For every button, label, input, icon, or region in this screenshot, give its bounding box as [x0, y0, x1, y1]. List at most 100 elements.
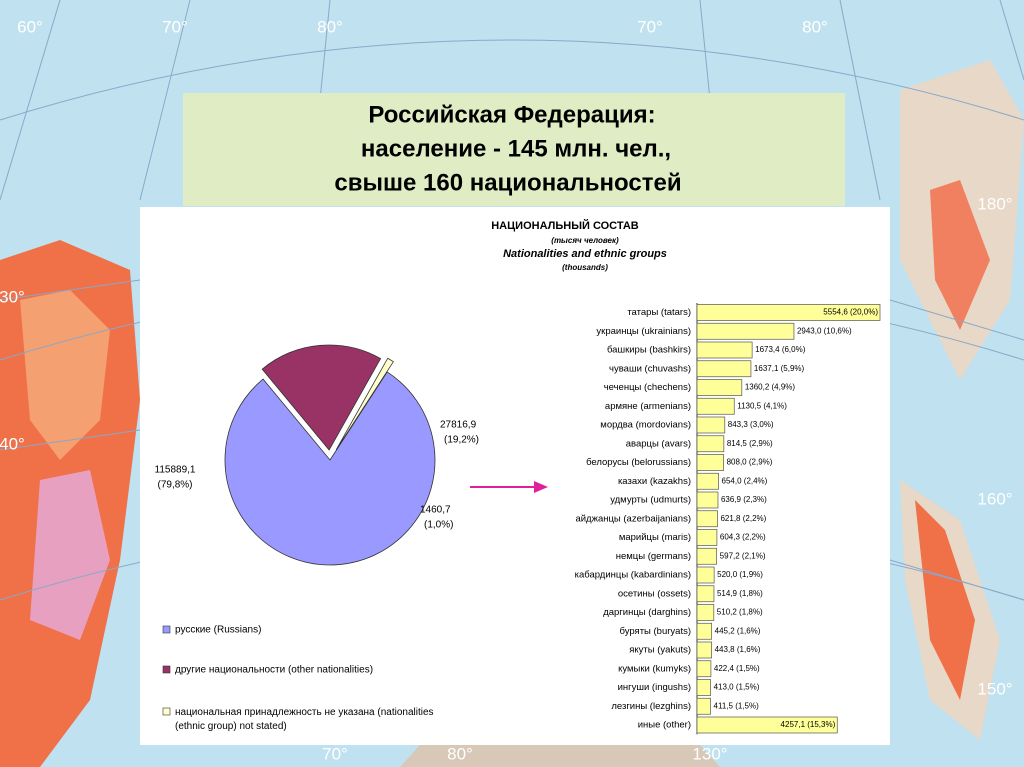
category-label: мордва (mordovians) — [600, 420, 691, 431]
map-label: 80° — [802, 17, 828, 36]
value-label: 1673,4 (6,0%) — [755, 345, 806, 354]
category-label: украинцы (ukrainians) — [596, 326, 691, 337]
value-label: 413,0 (1,5%) — [714, 683, 760, 692]
value-label: 654,0 (2,4%) — [722, 476, 768, 485]
category-label: ингуши (ingushs) — [618, 682, 691, 693]
value-label: 510,2 (1,8%) — [717, 608, 763, 617]
map-label: 60° — [17, 17, 43, 36]
bar — [696, 585, 715, 603]
category-label: буряты (buryats) — [620, 626, 692, 637]
value-label: 4257,1 (15,3%) — [781, 720, 836, 729]
category-label: осетины (ossets) — [618, 588, 691, 599]
legend-swatch — [162, 665, 171, 674]
category-label: чеченцы (chechens) — [604, 382, 691, 393]
slide-title: население - 145 млн. чел., — [361, 135, 671, 162]
chart-subtitle: (thousands) — [562, 263, 608, 272]
percent-label: (79,8%) — [157, 480, 192, 491]
value-label: 604,3 (2,2%) — [720, 533, 766, 542]
value-label: 27816,9 — [440, 420, 477, 431]
map-label: 160° — [977, 489, 1012, 508]
category-label: татары (tatars) — [627, 307, 691, 318]
bar — [696, 679, 711, 696]
bar — [696, 604, 715, 621]
bar — [696, 566, 715, 584]
value-label: 843,3 (3,0%) — [728, 420, 774, 429]
legend-label: национальная принадлежность не указана (… — [175, 707, 434, 732]
legend-swatch — [162, 707, 171, 716]
value-label: 814,5 (2,9%) — [727, 439, 773, 448]
chart-subtitle: Nationalities and ethnic groups — [503, 248, 667, 260]
arrow-head — [534, 481, 548, 493]
chart-title: НАЦИОНАЛЬНЫЙ СОСТАВ — [491, 219, 639, 232]
bar — [696, 322, 795, 340]
value-label: 445,2 (1,6%) — [715, 626, 761, 635]
title-box — [183, 93, 845, 206]
bar — [696, 529, 718, 546]
bar — [696, 641, 712, 659]
category-label: башкиры (bashkirs) — [607, 345, 691, 356]
pie-slice — [335, 357, 394, 450]
category-label: белорусы (belorussians) — [586, 457, 691, 468]
value-label: 514,9 (1,8%) — [717, 589, 763, 598]
category-label: казахи (kazakhs) — [618, 476, 691, 487]
bar — [696, 491, 719, 509]
value-label: 443,8 (1,6%) — [715, 645, 761, 654]
value-label: 1130,5 (4,1%) — [737, 401, 787, 410]
map-label: 80° — [447, 744, 473, 763]
value-label: 2943,0 (10,6%) — [797, 326, 852, 335]
bar — [696, 547, 718, 565]
category-label: чуваши (chuvashs) — [609, 363, 691, 374]
map-label: 30° — [0, 287, 25, 306]
bar — [696, 622, 713, 640]
pie-slice — [224, 371, 436, 566]
value-label: 808,0 (2,9%) — [727, 458, 773, 467]
percent-label: (19,2%) — [444, 435, 479, 446]
category-label: айджанцы (azerbaijanians) — [575, 513, 691, 524]
value-label: 1637,1 (5,9%) — [754, 364, 805, 373]
map-label: 180° — [977, 194, 1012, 213]
value-label: 1360,2 (4,9%) — [745, 383, 796, 392]
bar — [696, 472, 719, 490]
legend-swatch — [162, 625, 171, 634]
value-label: 422,4 (1,5%) — [714, 664, 760, 673]
bar — [696, 510, 718, 528]
bar — [696, 697, 711, 715]
category-label: аварцы (avars) — [626, 438, 691, 449]
bar — [696, 397, 735, 415]
category-label: иные (other) — [638, 720, 691, 731]
bar — [696, 660, 712, 678]
percent-label: (1,0%) — [424, 520, 453, 531]
bar — [696, 360, 752, 378]
slide-title: Российская Федерация: — [368, 101, 655, 128]
bar — [696, 716, 838, 734]
map-label: 80° — [317, 17, 343, 36]
bar — [696, 379, 743, 396]
value-label: 1460,7 — [420, 505, 451, 516]
category-label: немцы (germans) — [616, 551, 691, 562]
value-label: 621,8 (2,2%) — [720, 514, 766, 523]
map-label: 150° — [977, 679, 1012, 698]
bar — [696, 416, 726, 434]
category-label: кабардинцы (kabardinians) — [575, 570, 691, 581]
value-label: 411,5 (1,5%) — [714, 701, 760, 710]
value-label: 636,9 (2,3%) — [721, 495, 767, 504]
legend-label: другие национальности (other nationaliti… — [175, 665, 373, 676]
map-label: 130° — [692, 744, 727, 763]
legend-label: русские (Russians) — [175, 625, 261, 636]
value-label: 597,2 (2,1%) — [720, 551, 766, 560]
bar — [696, 454, 724, 471]
pie-slice — [261, 344, 382, 451]
map-label: 70° — [162, 17, 188, 36]
value-label: 5554,6 (20,0%) — [823, 308, 878, 317]
bar — [696, 435, 725, 453]
slide-title: свыше 160 национальностей — [334, 169, 681, 196]
category-label: даргинцы (darghins) — [603, 607, 691, 618]
category-label: кумыки (kumyks) — [618, 663, 691, 674]
map-label: 70° — [637, 17, 663, 36]
category-label: удмурты (udmurts) — [610, 495, 691, 506]
category-label: лезгины (lezghins) — [611, 701, 691, 712]
value-label: 520,0 (1,9%) — [717, 570, 763, 579]
map-label: 70° — [322, 744, 348, 763]
value-label: 115889,1 — [155, 465, 196, 476]
